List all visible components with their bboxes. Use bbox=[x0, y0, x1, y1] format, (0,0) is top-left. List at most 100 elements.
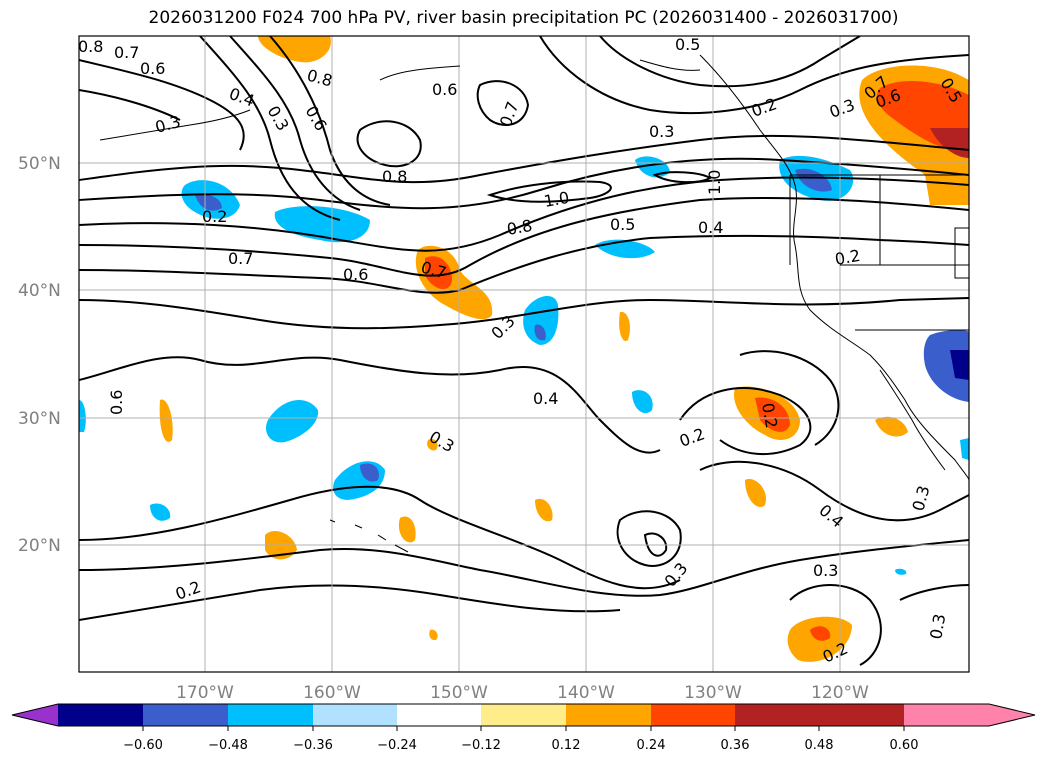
warm-blob bbox=[925, 172, 969, 205]
contour-label: 0.6 bbox=[140, 59, 165, 78]
warm-blob bbox=[875, 416, 908, 437]
graticule bbox=[79, 36, 969, 672]
state-border bbox=[954, 227, 969, 279]
cool-blob bbox=[960, 438, 969, 460]
map-title: 2026031200 F024 700 hPa PV, river basin … bbox=[148, 8, 899, 28]
contour-label: 0.3 bbox=[649, 122, 674, 141]
colorbar-segment bbox=[904, 704, 989, 726]
contour-label: 0.6 bbox=[343, 265, 368, 284]
contour-label: 0.8 bbox=[382, 167, 407, 186]
cool-blob bbox=[923, 330, 969, 402]
precip-shading bbox=[79, 36, 969, 662]
colorbar-tick-label: −0.60 bbox=[123, 738, 163, 753]
colorbar-segment bbox=[397, 704, 481, 726]
alaska-coast bbox=[379, 59, 701, 81]
pv-contour bbox=[199, 36, 341, 221]
warm-blob bbox=[930, 128, 969, 158]
colorbar-segment bbox=[143, 704, 228, 726]
warm-blob bbox=[425, 256, 452, 290]
contour-label: 0.7 bbox=[114, 43, 139, 62]
colorbar-segment bbox=[481, 704, 566, 726]
pv-contour bbox=[539, 36, 969, 115]
colorbar-tick-label: −0.12 bbox=[461, 738, 501, 753]
pv-contour bbox=[79, 197, 969, 277]
cool-blob bbox=[795, 168, 832, 192]
pv-contour bbox=[486, 180, 612, 203]
pv-contour bbox=[79, 297, 969, 330]
warm-blob bbox=[398, 516, 416, 543]
contour-label: 0.7 bbox=[228, 249, 253, 268]
cool-blob bbox=[534, 324, 546, 341]
longitude-labels: 170°W 160°W 150°W 140°W 130°W 120°W bbox=[176, 683, 869, 703]
contour-label: 1.0 bbox=[705, 170, 724, 195]
cool-blob bbox=[950, 350, 969, 380]
lat-label: 40°N bbox=[18, 281, 61, 301]
colorbar-segment bbox=[58, 704, 143, 726]
cool-blob bbox=[523, 295, 559, 345]
contour-label: 0.3 bbox=[813, 561, 838, 580]
contour-label: 0.3 bbox=[926, 612, 949, 640]
contour-label: 0.8 bbox=[505, 216, 533, 239]
colorbar-segment bbox=[735, 704, 819, 726]
warm-blob bbox=[745, 479, 766, 508]
warm-blob bbox=[535, 498, 553, 522]
lon-label: 150°W bbox=[430, 683, 488, 703]
colorbar-segment bbox=[651, 704, 735, 726]
pv-contour bbox=[699, 460, 969, 522]
pv-contour bbox=[356, 120, 422, 168]
colorbar-extend-min bbox=[12, 704, 58, 726]
lon-label: 160°W bbox=[303, 683, 361, 703]
pv-contour bbox=[679, 387, 812, 456]
cool-blob bbox=[635, 156, 670, 178]
colorbar-segment bbox=[566, 704, 651, 726]
cool-blob bbox=[150, 503, 171, 521]
pv-contour bbox=[79, 234, 969, 294]
colorbar-outline bbox=[11, 703, 1036, 727]
lat-label: 20°N bbox=[18, 536, 61, 556]
cool-blob bbox=[79, 400, 86, 432]
contour-label: 0.4 bbox=[533, 389, 558, 408]
colorbar-segment bbox=[819, 704, 904, 726]
pv-contour bbox=[616, 510, 682, 567]
map-area bbox=[79, 36, 969, 672]
colorbar-extend-max bbox=[989, 704, 1035, 726]
pv-contour bbox=[79, 176, 969, 252]
warm-blob bbox=[619, 311, 631, 341]
colorbar-tick-label: 0.48 bbox=[805, 738, 834, 753]
colorbar-tick-label: −0.36 bbox=[293, 738, 333, 753]
pv-contour bbox=[79, 485, 681, 590]
colorbar-tick-label: −0.24 bbox=[377, 738, 417, 753]
cool-blob bbox=[195, 194, 222, 211]
pv-contour bbox=[476, 80, 530, 126]
lon-label: 120°W bbox=[811, 683, 869, 703]
pv-contour bbox=[652, 171, 712, 184]
warm-blob bbox=[159, 399, 173, 442]
pv-contour bbox=[79, 134, 969, 184]
contour-label: 0.2 bbox=[202, 207, 227, 226]
lon-label: 130°W bbox=[684, 683, 742, 703]
colorbar-tick-label: −0.48 bbox=[208, 738, 248, 753]
lat-label: 50°N bbox=[18, 154, 61, 174]
contour-label: 0.2 bbox=[833, 246, 861, 269]
lat-label: 30°N bbox=[18, 409, 61, 429]
colorbar-tick-label: 0.24 bbox=[637, 738, 666, 753]
north-america-coast bbox=[699, 54, 969, 481]
pv-contour bbox=[79, 356, 661, 454]
warm-blob bbox=[427, 439, 438, 451]
contour-label: 0.5 bbox=[610, 215, 635, 234]
contour-label: 0.6 bbox=[107, 390, 126, 415]
contour-label: 0.8 bbox=[78, 37, 103, 56]
latitude-labels: 50°N 40°N 30°N 20°N bbox=[18, 154, 61, 556]
pv-contour bbox=[599, 36, 861, 88]
contour-label: 1.0 bbox=[542, 188, 570, 211]
pv-contour bbox=[79, 584, 621, 621]
warm-blob bbox=[755, 397, 790, 432]
colorbar-ticks bbox=[142, 726, 905, 731]
colorbar-tick-label: 0.36 bbox=[721, 738, 750, 753]
pv-contour bbox=[899, 584, 969, 601]
contour-label: 0.6 bbox=[432, 80, 457, 99]
aleutian-islands bbox=[99, 109, 251, 141]
warm-blob bbox=[429, 629, 438, 641]
coastlines bbox=[99, 54, 969, 553]
